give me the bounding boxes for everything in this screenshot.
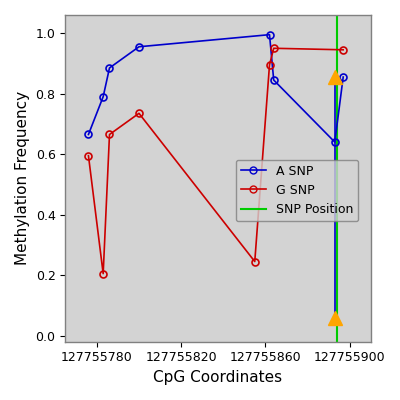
- X-axis label: CpG Coordinates: CpG Coordinates: [153, 370, 282, 385]
- Legend: A SNP, G SNP, SNP Position: A SNP, G SNP, SNP Position: [236, 160, 358, 221]
- Y-axis label: Methylation Frequency: Methylation Frequency: [15, 91, 30, 266]
